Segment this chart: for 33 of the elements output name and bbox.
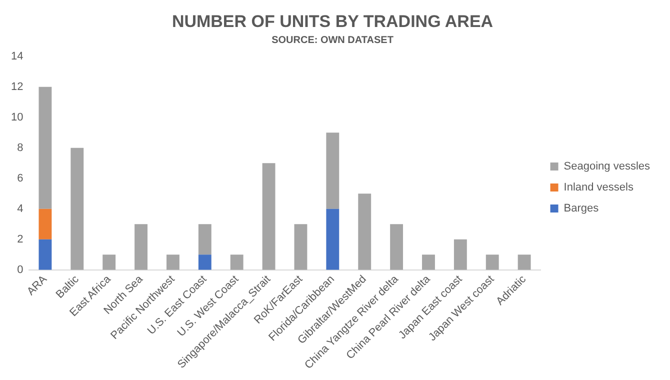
bar	[262, 163, 276, 270]
bar	[326, 132, 340, 209]
bar	[198, 254, 212, 270]
bar	[198, 224, 212, 255]
bar	[134, 224, 148, 270]
chart-title: NUMBER OF UNITS BY TRADING AREA	[172, 12, 494, 31]
y-tick-label: 0	[17, 264, 24, 276]
legend-label: Seagoing vessles	[564, 160, 650, 173]
y-tick-label: 14	[10, 50, 24, 62]
y-tick-label: 4	[17, 202, 24, 215]
y-tick-label: 12	[10, 80, 24, 93]
y-tick-label: 8	[17, 142, 24, 154]
y-tick-label: 10	[10, 111, 24, 124]
bar	[38, 239, 52, 270]
bar	[70, 148, 84, 270]
bar	[454, 239, 467, 270]
bar	[102, 254, 116, 270]
bar	[294, 224, 308, 270]
y-tick-label: 6	[17, 172, 24, 184]
chart-subtitle: SOURCE: OWN DATASET	[272, 35, 394, 46]
bar	[38, 208, 52, 240]
bar	[38, 86, 52, 209]
legend-label: Barges	[564, 202, 600, 215]
bar	[422, 254, 435, 270]
bar	[326, 208, 340, 270]
bar	[166, 254, 180, 270]
bar	[390, 224, 404, 270]
legend-label: Inland vessels	[564, 182, 634, 194]
bar	[358, 194, 372, 270]
bar	[518, 254, 531, 270]
bar	[230, 254, 244, 270]
y-tick-label: 2	[17, 233, 24, 246]
bar	[486, 254, 499, 270]
